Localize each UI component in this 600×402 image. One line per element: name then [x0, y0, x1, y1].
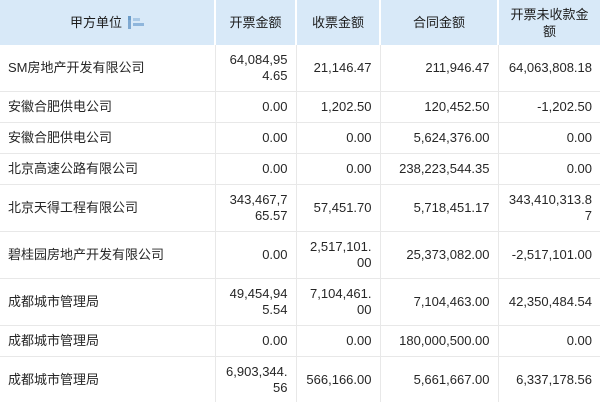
table-row[interactable]: 北京天得工程有限公司 343,467,765.57 57,451.70 5,718,4…	[0, 184, 600, 232]
cell-received: 57,451.70	[296, 184, 381, 232]
table-row[interactable]: 北京高速公路有限公司 0.00 0.00 238,223,544.35 0.00	[0, 153, 600, 185]
table-row[interactable]: 安徽合肥供电公司 0.00 1,202.50 120,452.50 -1,202.50	[0, 91, 600, 123]
cell-company: 北京高速公路有限公司	[0, 153, 216, 185]
cell-company: 安徽合肥供电公司	[0, 91, 216, 123]
cell-contract: 238,223,544.35	[380, 153, 499, 185]
cell-outstanding: -1,202.50	[498, 91, 600, 123]
cell-company: 碧桂园房地产开发有限公司	[0, 231, 216, 279]
header-row: 甲方单位 开票金额 收票金额 合同金额	[0, 0, 600, 45]
cell-invoiced: 0.00	[215, 153, 297, 185]
column-header-company[interactable]: 甲方单位	[0, 0, 216, 45]
cell-company: 北京天得工程有限公司	[0, 184, 216, 232]
column-header-contract-label: 合同金额	[412, 15, 465, 30]
cell-invoiced: 0.00	[215, 325, 297, 357]
cell-company: 成都城市管理局	[0, 356, 216, 402]
cell-invoiced: 0.00	[215, 122, 297, 154]
cell-received: 566,166.00	[296, 356, 381, 402]
table-body: SM房地产开发有限公司 64,084,954.65 21,146.47 211,946…	[0, 45, 600, 402]
cell-outstanding: 0.00	[498, 153, 600, 185]
cell-received: 0.00	[296, 325, 381, 357]
column-header-invoiced-label: 开票金额	[229, 15, 282, 30]
cell-outstanding: -2,517,101.00	[498, 231, 600, 279]
cell-invoiced: 49,454,945.54	[215, 278, 297, 326]
cell-received: 0.00	[296, 122, 381, 154]
sort-icon[interactable]	[128, 16, 144, 29]
column-header-received-label: 收票金额	[311, 15, 364, 30]
cell-contract: 5,661,667.00	[380, 356, 499, 402]
cell-contract: 7,104,463.00	[380, 278, 499, 326]
cell-contract: 120,452.50	[380, 91, 499, 123]
cell-received: 1,202.50	[296, 91, 381, 123]
cell-company: 成都城市管理局	[0, 325, 216, 357]
column-header-contract[interactable]: 合同金额	[380, 0, 499, 45]
column-header-outstanding-label: 开票未收款金额	[510, 6, 589, 39]
cell-company: SM房地产开发有限公司	[0, 45, 216, 92]
table-header: 甲方单位 开票金额 收票金额 合同金额	[0, 0, 600, 45]
cell-outstanding: 343,410,313.87	[498, 184, 600, 232]
cell-received: 21,146.47	[296, 45, 381, 92]
cell-outstanding: 0.00	[498, 122, 600, 154]
cell-outstanding: 42,350,484.54	[498, 278, 600, 326]
cell-outstanding: 6,337,178.56	[498, 356, 600, 402]
column-header-company-label: 甲方单位	[69, 15, 122, 30]
cell-invoiced: 0.00	[215, 231, 297, 279]
table-row[interactable]: 成都城市管理局 6,903,344.56 566,166.00 5,661,667.0…	[0, 356, 600, 402]
cell-contract: 180,000,500.00	[380, 325, 499, 357]
table-row[interactable]: 安徽合肥供电公司 0.00 0.00 5,624,376.00 0.00	[0, 122, 600, 154]
table-row[interactable]: 成都城市管理局 49,454,945.54 7,104,461.00 7,104,46…	[0, 278, 600, 326]
cell-company: 成都城市管理局	[0, 278, 216, 326]
cell-received: 0.00	[296, 153, 381, 185]
cell-outstanding: 0.00	[498, 325, 600, 357]
cell-invoiced: 64,084,954.65	[215, 45, 297, 92]
cell-contract: 5,624,376.00	[380, 122, 499, 154]
table-row[interactable]: 成都城市管理局 0.00 0.00 180,000,500.00 0.00	[0, 325, 600, 357]
cell-invoiced: 6,903,344.56	[215, 356, 297, 402]
cell-invoiced: 343,467,765.57	[215, 184, 297, 232]
table-row[interactable]: 碧桂园房地产开发有限公司 0.00 2,517,101.00 25,373,082.0…	[0, 231, 600, 279]
column-header-invoiced[interactable]: 开票金额	[215, 0, 297, 45]
cell-outstanding: 64,063,808.18	[498, 45, 600, 92]
cell-received: 2,517,101.00	[296, 231, 381, 279]
cell-received: 7,104,461.00	[296, 278, 381, 326]
table-row[interactable]: SM房地产开发有限公司 64,084,954.65 21,146.47 211,946…	[0, 45, 600, 92]
column-header-outstanding[interactable]: 开票未收款金额	[498, 0, 600, 45]
cell-contract: 211,946.47	[380, 45, 499, 92]
cell-contract: 5,718,451.17	[380, 184, 499, 232]
cell-invoiced: 0.00	[215, 91, 297, 123]
cell-contract: 25,373,082.00	[380, 231, 499, 279]
column-header-received[interactable]: 收票金额	[296, 0, 381, 45]
cell-company: 安徽合肥供电公司	[0, 122, 216, 154]
